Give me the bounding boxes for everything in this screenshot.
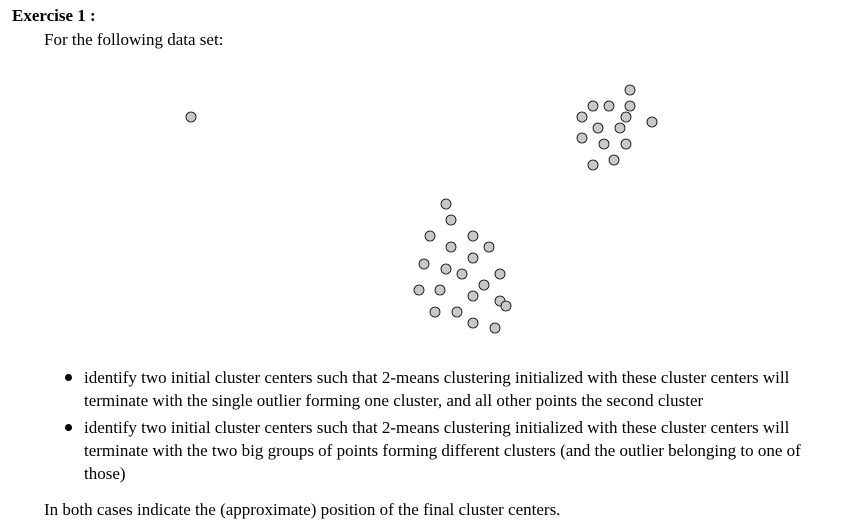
data-point-29 [434,284,446,296]
task-list: identify two initial cluster centers suc… [64,366,824,489]
data-point-13 [620,138,632,150]
data-point-9 [592,122,604,134]
data-point-19 [467,230,479,242]
data-point-22 [467,252,479,264]
data-point-7 [620,111,632,123]
data-point-16 [440,198,452,210]
data-point-35 [467,317,479,329]
data-point-28 [413,284,425,296]
exercise-intro: For the following data set: [44,30,224,49]
data-point-2 [624,84,636,96]
data-point-27 [478,279,490,291]
data-point-21 [483,241,495,253]
data-point-33 [429,306,441,318]
data-point-32 [500,300,512,312]
data-point-18 [424,230,436,242]
scatter-plot [185,84,658,334]
data-point-17 [445,214,457,226]
data-point-3 [587,100,599,112]
data-point-12 [598,138,610,150]
data-point-14 [608,154,620,166]
task-item-2: identify two initial cluster centers suc… [64,416,824,485]
task-item-1: identify two initial cluster centers suc… [64,366,824,412]
data-point-4 [603,100,615,112]
data-point-30 [467,290,479,302]
data-point-34 [451,306,463,318]
data-point-6 [576,111,588,123]
data-point-5 [624,100,636,112]
data-point-15 [587,159,599,171]
closing-instruction: In both cases indicate the (approximate)… [44,500,561,519]
data-point-11 [576,132,588,144]
data-point-10 [614,122,626,134]
exercise-title: Exercise 1 : [12,6,96,25]
data-point-1 [185,111,197,123]
data-point-8 [646,116,658,128]
data-point-20 [445,241,457,253]
data-point-25 [456,268,468,280]
data-point-23 [418,258,430,270]
data-point-26 [494,268,506,280]
data-point-36 [489,322,501,334]
data-point-24 [440,263,452,275]
